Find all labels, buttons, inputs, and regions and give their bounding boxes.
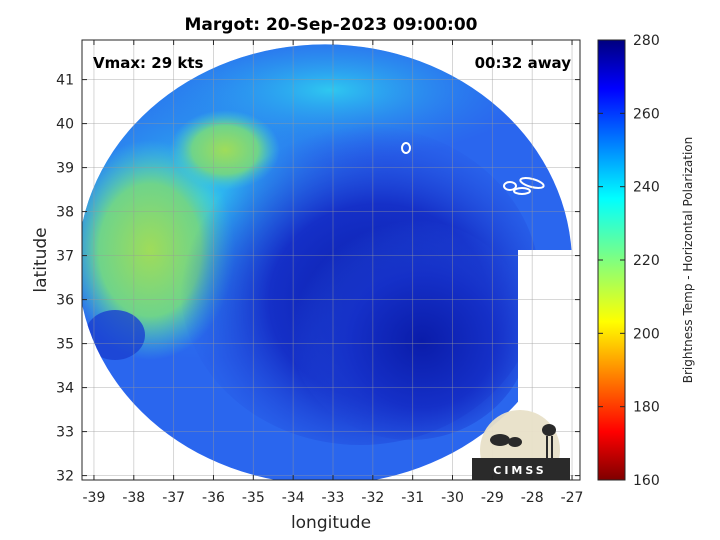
colorbar-tick-label: 240	[633, 180, 660, 196]
chart-title: Margot: 20-Sep-2023 09:00:00	[185, 15, 478, 35]
water-tower-leg	[551, 436, 553, 458]
x-tick-label: -27	[561, 490, 584, 506]
y-axis-label: latitude	[31, 227, 51, 292]
x-tick-label: -30	[441, 490, 464, 506]
colorbar-tick-label: 280	[633, 33, 660, 49]
y-axis: 32 33 34 35 36 37 38 39 40 41	[56, 73, 580, 485]
plot-frame	[81, 39, 581, 481]
y-tick-label: 37	[56, 249, 74, 265]
grid	[82, 40, 580, 480]
contour-loop	[503, 181, 517, 191]
y-tick-label: 36	[56, 293, 74, 309]
x-tick-label: -39	[83, 490, 106, 506]
colorbar-tick-label: 260	[633, 106, 660, 122]
colorbar-ticks: 160 180 200 220 240 260 280	[598, 33, 660, 489]
y-tick-label: 40	[56, 117, 74, 133]
contour-loop	[401, 142, 411, 154]
y-tick-label: 33	[56, 425, 74, 441]
plot-area: CIMSS	[82, 40, 580, 480]
time-away-annotation: 00:32 away	[475, 54, 572, 72]
x-tick-label: -37	[162, 490, 185, 506]
y-tick-label: 35	[56, 337, 74, 353]
x-tick-label: -36	[202, 490, 225, 506]
x-tick-label: -38	[122, 490, 145, 506]
brightness-temperature-swath	[82, 44, 573, 480]
x-axis-label: longitude	[291, 513, 371, 533]
cimss-logo: CIMSS	[472, 410, 570, 480]
satellite-dish-icon	[508, 437, 522, 447]
colorbar-tick-label: 180	[633, 400, 660, 416]
x-tick-label: -32	[361, 490, 384, 506]
x-tick-label: -31	[401, 490, 424, 506]
x-tick-label: -34	[282, 490, 305, 506]
colorbar-tick-label: 200	[633, 326, 660, 342]
colorbar-tick-label: 160	[633, 473, 660, 489]
logo-text: CIMSS	[493, 464, 546, 477]
logo-banner-front	[472, 458, 570, 480]
x-tick-label: -28	[521, 490, 544, 506]
contour-loop	[513, 187, 531, 195]
x-tick-label: -29	[481, 490, 504, 506]
contours	[401, 142, 572, 195]
swath-cold-core-south	[290, 220, 530, 440]
y-tick-label: 41	[56, 73, 74, 89]
x-tick-label: -35	[242, 490, 265, 506]
swath-cold-patch-west	[85, 310, 145, 360]
water-tower-leg	[546, 436, 548, 458]
contour-loop	[519, 177, 545, 189]
satellite-dish-icon	[490, 434, 510, 446]
y-tick-label: 32	[56, 469, 74, 485]
x-tick-label: -33	[322, 490, 345, 506]
colorbar-tick-label: 220	[633, 253, 660, 269]
contour-loop	[556, 175, 572, 185]
y-tick-label: 39	[56, 161, 74, 177]
colorbar-label: Brightness Temp - Horizontal Polarizatio…	[681, 137, 695, 384]
vmax-annotation: Vmax: 29 kts	[93, 54, 203, 72]
y-tick-label: 38	[56, 205, 74, 221]
water-tower-icon	[542, 424, 556, 436]
y-tick-label: 34	[56, 381, 74, 397]
x-axis: -39 -38 -37 -36 -35 -34 -33 -32 -31 -30 -29 -28 -27	[83, 40, 584, 506]
